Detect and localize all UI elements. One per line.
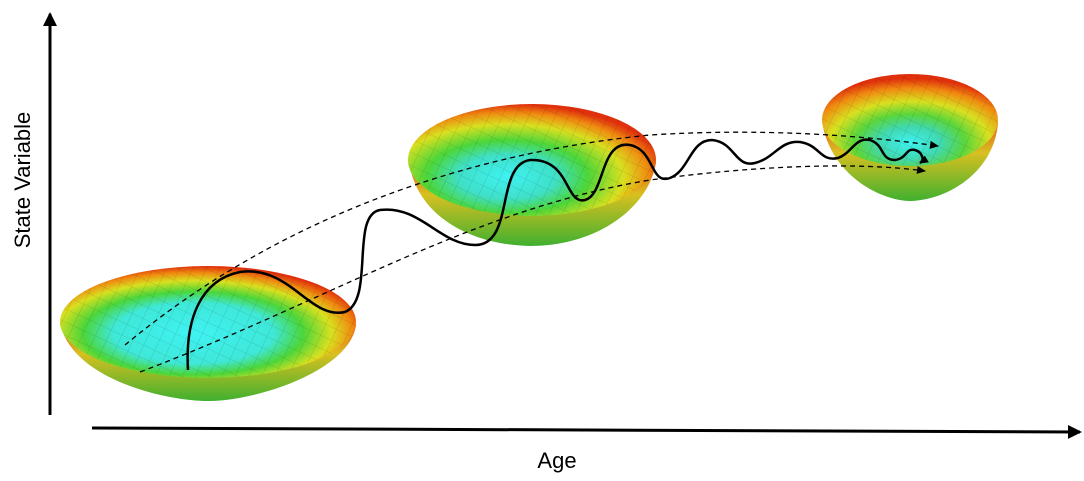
trajectory (186, 138, 929, 371)
bowl-3 (822, 74, 998, 201)
x-axis-label: Age (537, 448, 576, 473)
y-axis-label: State Variable (10, 112, 35, 249)
x-axis (91, 424, 1082, 439)
envelope-upper (124, 131, 939, 346)
bowl-1 (60, 266, 356, 402)
